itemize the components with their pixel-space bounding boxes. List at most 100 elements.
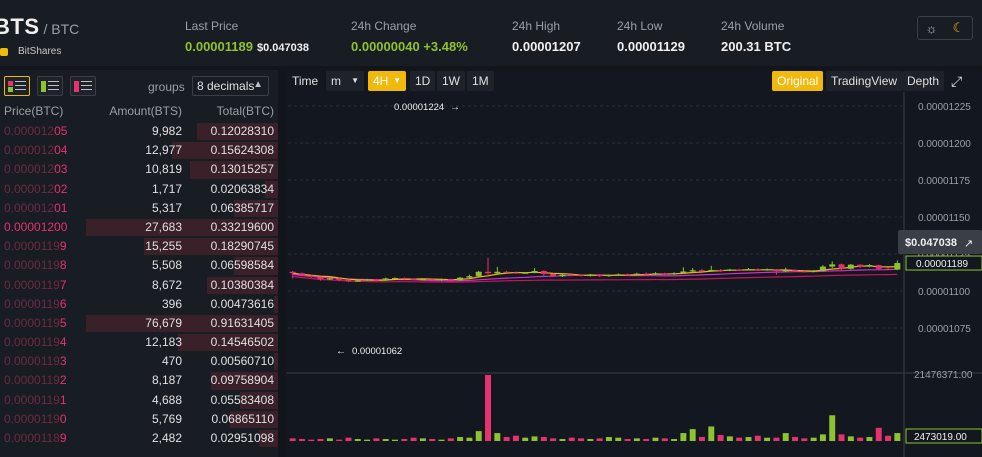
interval-1m-button[interactable]: 1M xyxy=(467,71,494,91)
volume-bar xyxy=(745,437,752,441)
volume-bar xyxy=(624,439,631,441)
candle-body xyxy=(466,276,473,278)
depth-bar xyxy=(197,123,278,141)
candle-body xyxy=(438,279,445,281)
decimals-value: 8 decimals xyxy=(197,79,255,93)
order-book-row[interactable]: 0.00001189 2,482 0.02951098 xyxy=(0,429,278,448)
candle-body xyxy=(364,279,371,281)
original-chart-button[interactable]: Original xyxy=(772,71,824,91)
order-book-row[interactable]: 0.00001199 15,255 0.18290745 xyxy=(0,237,278,256)
candle-body xyxy=(475,271,482,277)
moving-average-line xyxy=(292,273,898,283)
order-book-row[interactable]: 0.00001201 5,317 0.06385717 xyxy=(0,199,278,218)
volume-bar xyxy=(401,439,408,441)
order-book-row[interactable]: 0.00001190 5,769 0.06865110 xyxy=(0,410,278,429)
candle-body xyxy=(578,275,585,277)
moving-average-line xyxy=(292,265,898,282)
candle-body xyxy=(559,274,566,277)
row-price: 0.00001203 xyxy=(0,160,96,179)
price-suffix: 7 xyxy=(59,277,67,292)
candle-body xyxy=(457,277,464,281)
candle-body xyxy=(838,264,845,269)
row-amount: 15,255 xyxy=(145,239,182,254)
volume-tick-label: 21476371.00 xyxy=(914,370,973,381)
theme-toggle[interactable]: ☼ ☾ xyxy=(917,16,973,40)
order-book-row[interactable]: 0.00001203 10,819 0.13015257 xyxy=(0,160,278,179)
depth-button[interactable]: Depth xyxy=(902,71,945,91)
usd-price-tag xyxy=(898,230,982,255)
order-book-row[interactable]: 0.00001195 76,679 0.91631405 xyxy=(0,314,278,333)
volume-bar xyxy=(559,439,566,441)
low-label: 24h Low xyxy=(617,19,663,33)
volume-bar xyxy=(308,439,315,441)
volume-bar xyxy=(885,435,892,441)
candle-body xyxy=(596,274,603,277)
volume-bar xyxy=(717,435,724,441)
interval-1w-button[interactable]: 1W xyxy=(437,71,465,91)
volume-bar xyxy=(829,415,836,441)
price-suffix: 5 xyxy=(59,315,67,330)
price-tick-label: 0.00001225 xyxy=(918,102,971,113)
high-stat: 24h High 0.00001207 xyxy=(512,19,581,54)
price-chart[interactable]: 0.00001225 0.00001200 0.00001175 0.00001150… xyxy=(286,92,982,457)
minute-select[interactable]: m ▼ xyxy=(326,71,364,91)
candle-body xyxy=(485,271,491,274)
volume-bar xyxy=(503,437,510,441)
row-price: 0.00001189 xyxy=(0,429,96,448)
order-book-row[interactable]: 0.00001193 470 0.00560710 xyxy=(0,352,278,371)
row-amount: 27,683 xyxy=(145,219,182,234)
candle-body xyxy=(354,280,361,282)
high-value: 0.00001207 xyxy=(512,39,581,54)
low-value: 0.00001129 xyxy=(617,39,685,54)
usd-price-label: $0.047038 xyxy=(905,237,957,249)
candle-body xyxy=(605,275,612,277)
candle-body xyxy=(810,271,817,273)
arrow-right-icon: → xyxy=(450,102,460,113)
moon-icon[interactable]: ☾ xyxy=(952,20,965,35)
order-book-row[interactable]: 0.00001198 5,508 0.06598584 xyxy=(0,256,278,275)
view-asks-icon[interactable] xyxy=(70,76,96,96)
row-total: 0.06385717 xyxy=(210,200,274,215)
chart-panel: Time m ▼ 4H ▼ 1D 1W 1M Original TradingV… xyxy=(286,70,982,457)
row-price: 0.00001200 xyxy=(0,218,96,237)
order-book-row[interactable]: 0.00001196 396 0.00473616 xyxy=(0,295,278,314)
view-bids-icon[interactable] xyxy=(37,76,63,96)
sun-icon[interactable]: ☼ xyxy=(925,20,938,36)
order-book-row[interactable]: 0.00001205 9,982 0.12028310 xyxy=(0,122,278,141)
volume-bar xyxy=(568,437,575,441)
order-book-row[interactable]: 0.00001200 27,683 0.33219600 xyxy=(0,218,278,237)
current-price-label: 0.00001189 xyxy=(916,259,969,270)
decimals-select[interactable]: 8 decimals ▲ xyxy=(192,76,269,96)
row-total: 0.00473616 xyxy=(210,296,274,311)
interval-4h-select[interactable]: 4H ▼ xyxy=(368,71,406,91)
interval-1d-button[interactable]: 1D xyxy=(410,71,436,91)
depth-bar xyxy=(274,353,278,371)
volume-bar xyxy=(392,439,398,441)
candle-body xyxy=(885,268,892,270)
order-book-row[interactable]: 0.00001202 1,717 0.02063834 xyxy=(0,180,278,199)
row-amount: 5,317 xyxy=(151,200,182,215)
view-both-icon[interactable] xyxy=(4,76,30,96)
row-amount: 470 xyxy=(161,354,182,369)
volume-bar xyxy=(410,437,417,441)
row-price: 0.00001195 xyxy=(0,314,96,333)
order-book-row[interactable]: 0.00001204 12,977 0.15624308 xyxy=(0,141,278,160)
fullscreen-icon[interactable]: ⤢ xyxy=(951,73,963,89)
volume-bar xyxy=(485,375,491,441)
order-book-row[interactable]: 0.00001192 8,187 0.09758904 xyxy=(0,371,278,390)
tradingview-button[interactable]: TradingView xyxy=(826,71,903,91)
candle-body xyxy=(429,279,436,281)
row-price: 0.00001193 xyxy=(0,352,96,371)
row-total: 0.02063834 xyxy=(210,181,274,196)
volume-bar xyxy=(866,437,873,441)
price-suffix: 03 xyxy=(54,162,68,177)
depth-bar xyxy=(258,430,278,448)
order-book-row[interactable]: 0.00001191 4,688 0.05583408 xyxy=(0,391,278,410)
candle-body xyxy=(317,277,324,280)
row-total: 0.00560710 xyxy=(210,354,274,369)
order-book-row[interactable]: 0.00001197 8,672 0.10380384 xyxy=(0,276,278,295)
candle-body xyxy=(708,269,715,271)
order-book-row[interactable]: 0.00001194 12,183 0.14546502 xyxy=(0,333,278,352)
candle-body xyxy=(857,264,864,267)
candle-body xyxy=(633,273,640,275)
